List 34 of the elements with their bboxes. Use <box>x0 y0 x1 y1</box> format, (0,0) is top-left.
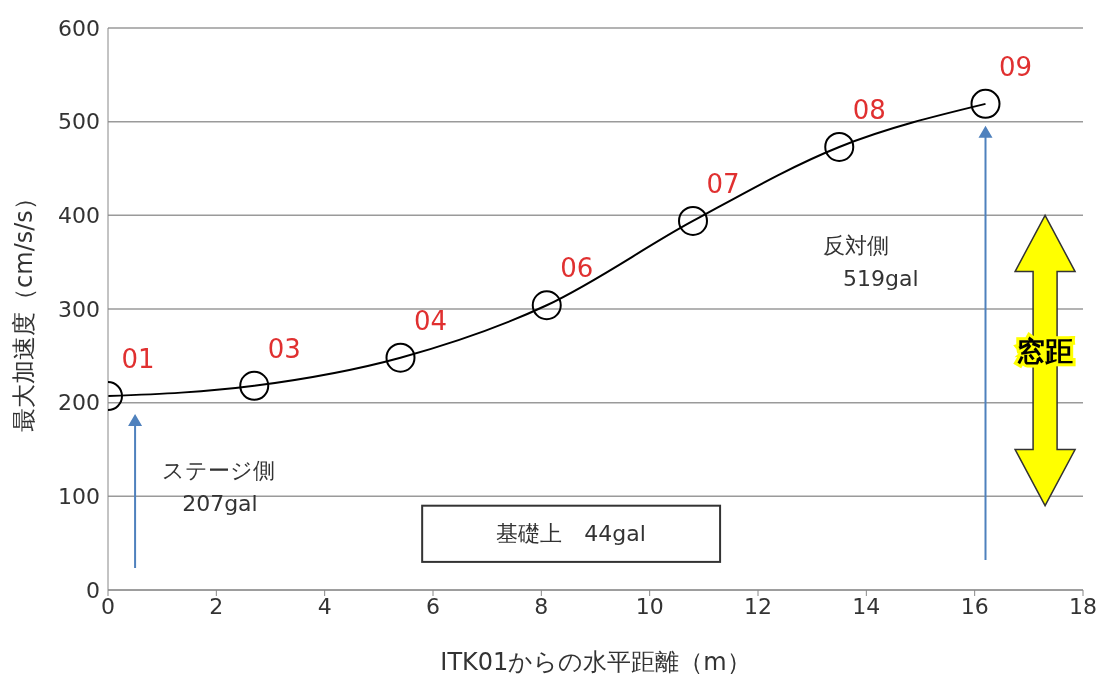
x-tick-label: 2 <box>209 593 224 619</box>
point <box>531 290 562 321</box>
x-tick-label: 10 <box>635 593 664 619</box>
y-tick-label: 400 <box>58 203 100 229</box>
y-tick-label: 200 <box>58 390 100 416</box>
point <box>239 370 270 401</box>
point <box>678 205 708 236</box>
annotation: 04 <box>413 305 448 336</box>
x-tick-label: 18 <box>1069 593 1097 619</box>
y-tick-label: 500 <box>58 109 100 135</box>
x-tick-label: 14 <box>852 593 881 619</box>
annotation: 08 <box>852 94 886 125</box>
x-tick-label: 8 <box>534 593 549 619</box>
annotation: 06 <box>560 253 594 284</box>
point <box>824 131 855 162</box>
y-tick-label: 100 <box>58 484 100 510</box>
annotation: 01 <box>121 344 155 375</box>
annotation: 03 <box>267 333 301 364</box>
annotation: 反対側 519gal <box>823 232 919 291</box>
annotation: ステージ側 207gal <box>162 457 276 516</box>
annotation: 09 <box>998 51 1033 82</box>
y-tick-label: 600 <box>58 15 100 41</box>
y-tick-label: 0 <box>86 577 100 603</box>
y-tick-label: 300 <box>58 296 100 322</box>
point <box>970 88 1001 119</box>
x-tick-label: 4 <box>317 593 332 619</box>
annotation: 07 <box>706 168 740 199</box>
x-tick-label: 12 <box>744 593 772 619</box>
x-tick-label: 6 <box>426 593 440 619</box>
x-tick-label: 16 <box>960 593 989 619</box>
annotation: 基礎上 44gal <box>496 521 646 547</box>
x-axis-title: ITK01からの水平距離（m） <box>440 648 751 676</box>
y-axis-title: 最大加速度（cm/s/s） <box>9 186 38 432</box>
point <box>385 342 416 373</box>
